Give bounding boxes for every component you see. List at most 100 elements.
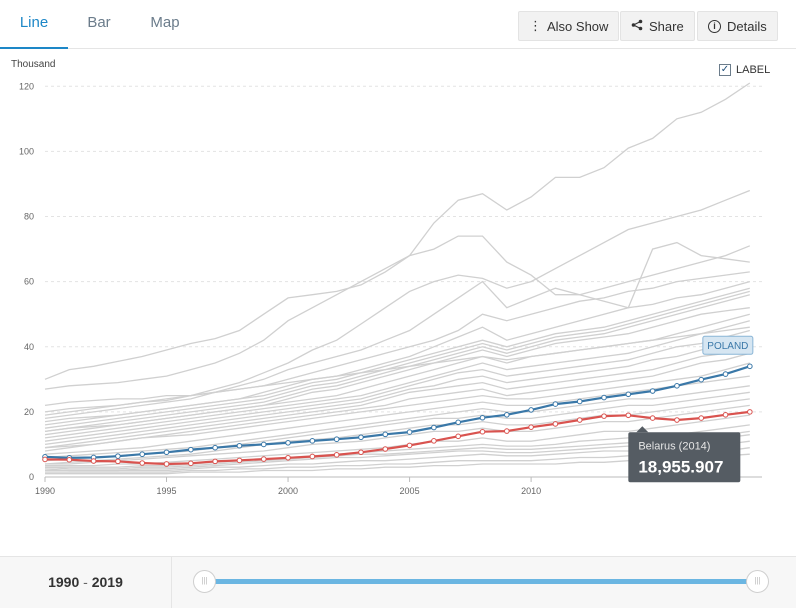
poland-data-point <box>236 442 243 449</box>
line-chart: 0 20 40 60 80 100 120 1990 1995 2000 2005 2010 POLAN… <box>19 81 762 496</box>
belarus-data-point <box>382 446 389 452</box>
belarus-data-point <box>163 461 170 467</box>
poland-data-point <box>747 363 753 370</box>
x-tick-label: 2010 <box>521 486 541 496</box>
share-button[interactable]: Share <box>620 11 695 41</box>
belarus-series-line <box>44 410 750 466</box>
x-tick-label: 2005 <box>400 486 420 496</box>
top-bar: Line Bar Map ⋮ Also Show Share i Details <box>0 0 796 49</box>
belarus-data-point <box>552 421 559 427</box>
range-end: 2019 <box>91 574 123 590</box>
share-icon <box>631 19 643 34</box>
background-series-line <box>44 329 750 442</box>
range-separator: - <box>83 574 88 590</box>
background-series-line <box>44 362 750 449</box>
poland-data-point <box>406 429 413 435</box>
vertical-dots-icon: ⋮ <box>529 18 542 33</box>
belarus-data-point <box>236 457 243 464</box>
poland-data-point <box>698 376 705 383</box>
y-tick-label: 60 <box>24 277 34 287</box>
poland-data-point <box>260 441 267 448</box>
belarus-data-point <box>358 449 364 456</box>
belarus-data-point <box>625 412 632 419</box>
belarus-data-point <box>333 452 340 458</box>
belarus-data-point <box>212 458 218 465</box>
poland-data-point <box>333 436 340 443</box>
label-toggle-text: LABEL <box>736 64 771 76</box>
background-series-line <box>44 241 750 420</box>
range-start: 1990 <box>48 574 80 590</box>
also-show-button[interactable]: ⋮ Also Show <box>518 11 620 41</box>
tab-line[interactable]: Line <box>0 0 68 49</box>
poland-data-point <box>163 449 170 456</box>
background-series-line <box>44 326 750 407</box>
poland-data-point <box>139 451 146 458</box>
tooltip-value: 18,955.907 <box>638 457 723 476</box>
belarus-data-point <box>139 460 146 466</box>
belarus-data-point <box>431 438 437 444</box>
background-series-line <box>44 235 751 390</box>
poland-data-point <box>601 394 607 401</box>
poland-data-point <box>382 431 389 438</box>
belarus-data-point <box>309 453 316 460</box>
poland-data-point <box>528 407 534 413</box>
tooltip-box <box>628 432 741 483</box>
belarus-data-point <box>285 454 291 461</box>
label-checkbox[interactable]: ✓ <box>719 64 731 76</box>
belarus-data-point <box>66 456 73 463</box>
poland-data-point <box>722 371 729 377</box>
background-series-line <box>44 294 750 433</box>
poland-data-point <box>552 401 559 407</box>
y-tick-label: 0 <box>29 472 34 482</box>
background-series-line <box>44 375 750 455</box>
tab-map[interactable]: Map <box>150 14 180 31</box>
range-slider-start-handle[interactable]: ||| <box>193 570 216 593</box>
details-button[interactable]: i Details <box>697 11 778 41</box>
belarus-data-point <box>42 456 48 463</box>
poland-data-point <box>674 383 680 389</box>
belarus-data-point <box>722 412 729 418</box>
label-toggle[interactable]: ✓ LABEL <box>719 64 770 76</box>
y-tick-label: 80 <box>24 212 34 222</box>
background-series-line <box>44 336 750 446</box>
belarus-data-point <box>649 415 656 421</box>
poland-data-point <box>188 446 194 453</box>
poland-data-point <box>649 388 656 394</box>
poland-label-box <box>702 335 754 355</box>
belarus-data-point <box>698 415 705 421</box>
background-series-line <box>45 404 750 465</box>
poland-data-point <box>309 438 316 444</box>
time-range-bar: 1990 - 2019 ||| ||| <box>0 556 796 608</box>
range-text: 1990 - 2019 <box>0 557 172 608</box>
share-label: Share <box>649 18 684 34</box>
poland-data-point <box>115 453 121 459</box>
poland-data-point <box>455 419 461 426</box>
y-tick-label: 100 <box>19 146 34 156</box>
y-tick-label: 20 <box>24 407 34 417</box>
y-tick-label: 120 <box>19 81 34 91</box>
poland-data-point <box>503 412 510 418</box>
poland-data-point <box>285 440 291 446</box>
tab-bar[interactable]: Bar <box>87 14 111 31</box>
belarus-data-point <box>90 458 97 464</box>
poland-data-point <box>576 398 583 405</box>
belarus-data-point <box>455 433 461 440</box>
tooltip-pointer <box>636 426 649 433</box>
range-slider-track[interactable] <box>205 579 758 584</box>
range-slider-end-handle[interactable]: ||| <box>746 570 769 593</box>
background-series-line <box>44 346 750 449</box>
poland-data-point <box>212 444 218 451</box>
belarus-data-point <box>528 424 534 430</box>
background-series-line <box>45 414 750 467</box>
belarus-data-point <box>576 417 583 423</box>
background-series-line <box>44 385 750 459</box>
background-series-line <box>44 287 750 426</box>
belarus-data-point <box>674 417 680 423</box>
background-series-line <box>44 189 751 413</box>
background-series-line <box>44 398 750 465</box>
background-series-line <box>44 320 750 439</box>
y-tick-label: 40 <box>24 342 34 352</box>
also-show-label: Also Show <box>547 18 609 34</box>
x-tick-label: 2000 <box>278 486 298 496</box>
poland-data-point <box>431 424 437 431</box>
